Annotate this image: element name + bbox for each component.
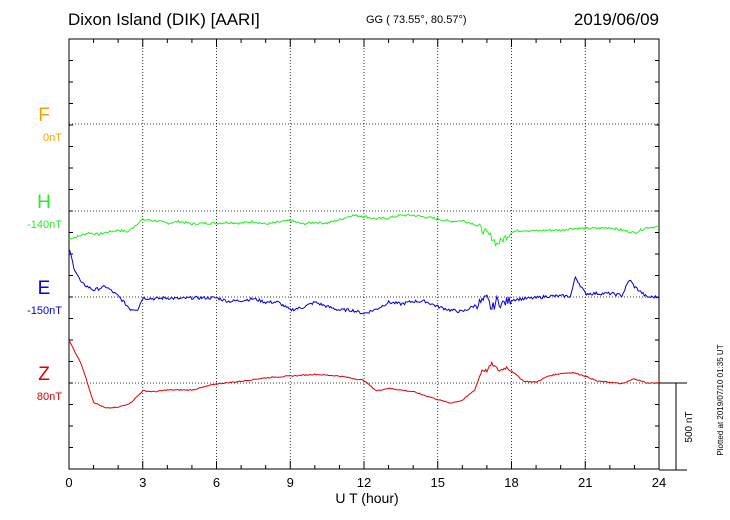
page-title: Dixon Island (DIK) [AARI] bbox=[68, 10, 260, 29]
x-tick-label: 24 bbox=[652, 475, 666, 490]
x-axis-label: U T (hour) bbox=[335, 490, 398, 506]
component-label-f: F bbox=[38, 105, 50, 126]
x-tick-label: 0 bbox=[65, 475, 72, 490]
x-tick-label: 18 bbox=[504, 475, 518, 490]
plot-frame bbox=[68, 38, 660, 470]
component-label-e: E bbox=[38, 278, 51, 299]
x-tick-label: 15 bbox=[431, 475, 445, 490]
x-tick-label: 21 bbox=[578, 475, 592, 490]
component-label-h: H bbox=[37, 192, 51, 213]
scale-bar-label: 500 nT bbox=[684, 411, 695, 442]
x-tick-label: 6 bbox=[213, 475, 220, 490]
series-line-h bbox=[68, 213, 660, 247]
component-baseline-f: 0nT bbox=[43, 132, 62, 144]
series-line-z bbox=[68, 340, 660, 409]
x-tick-label: 3 bbox=[139, 475, 146, 490]
plotted-timestamp: Plotted at 2019/07/10 01:35 UT bbox=[716, 344, 725, 455]
x-tick-label: 12 bbox=[357, 475, 371, 490]
component-baseline-z: 80nT bbox=[37, 391, 62, 403]
component-label-z: Z bbox=[38, 364, 50, 385]
series-line-e bbox=[68, 248, 660, 315]
component-baseline-e: -150nT bbox=[27, 305, 62, 317]
component-baseline-h: -140nT bbox=[27, 219, 62, 231]
geographic-coordinates: GG ( 73.55°, 80.57°) bbox=[366, 14, 467, 26]
x-tick-label: 9 bbox=[287, 475, 294, 490]
chart-date: 2019/06/09 bbox=[573, 10, 659, 29]
